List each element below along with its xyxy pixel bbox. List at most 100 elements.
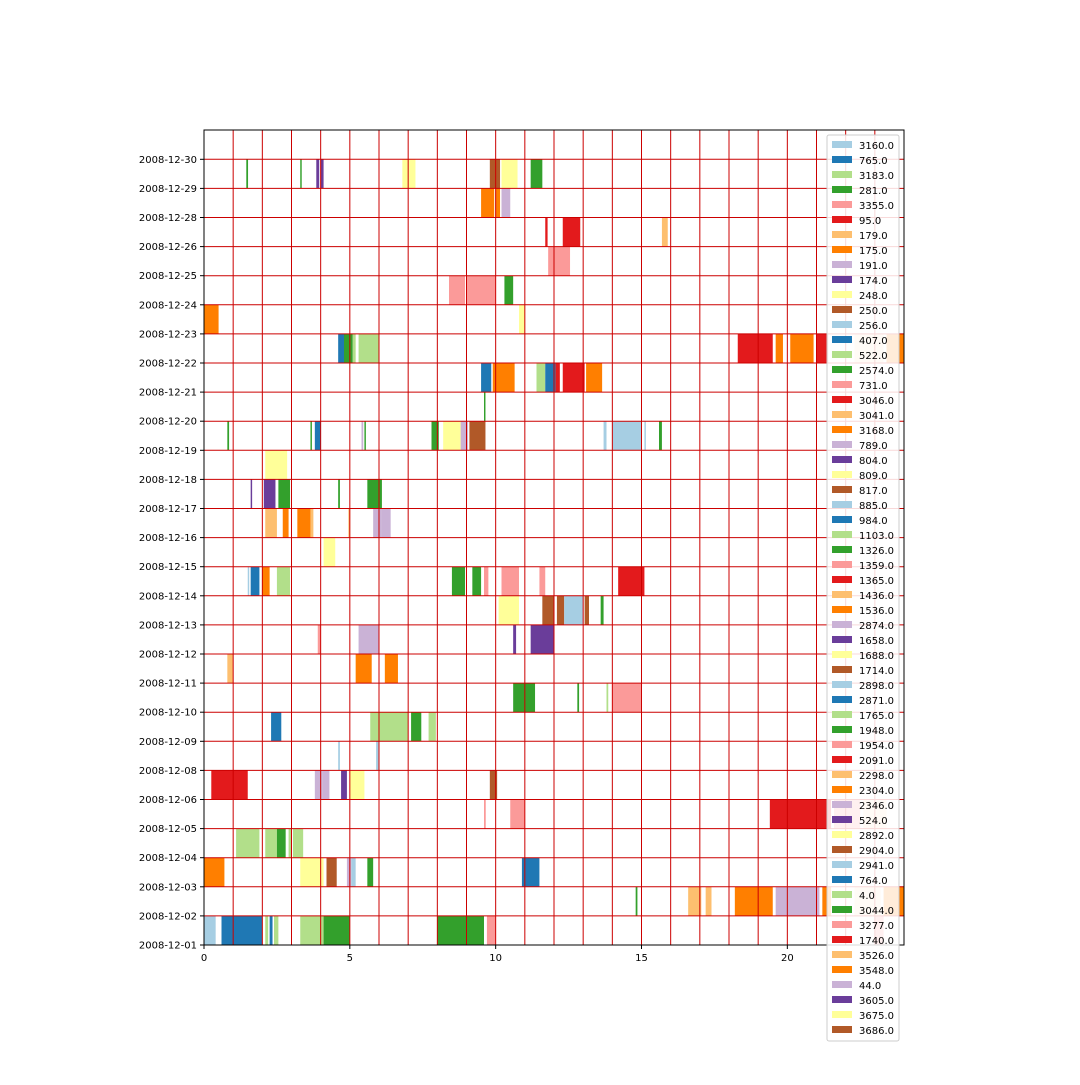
legend-swatch xyxy=(832,531,852,538)
bar-segment xyxy=(521,857,540,887)
legend-label: 3548.0 xyxy=(859,966,894,977)
bar-segment xyxy=(600,595,604,625)
bar-segment xyxy=(376,741,379,771)
legend-label: 250.0 xyxy=(859,306,888,317)
legend-swatch xyxy=(832,816,852,823)
legend-swatch xyxy=(832,381,852,388)
bar-segment xyxy=(338,333,344,363)
bar-segment xyxy=(542,595,554,625)
legend-swatch xyxy=(832,981,852,988)
bar-segment xyxy=(481,363,492,393)
bar-segment xyxy=(288,828,292,858)
bar-segment xyxy=(469,421,486,451)
legend-label: 765.0 xyxy=(859,156,888,167)
bar-segment xyxy=(661,217,668,247)
legend-swatch xyxy=(832,756,852,763)
legend-label: 2941.0 xyxy=(859,861,894,872)
bar-segment xyxy=(346,857,352,887)
bar-segment xyxy=(263,479,276,509)
legend-label: 3183.0 xyxy=(859,171,894,182)
bar-segment xyxy=(227,654,234,684)
bar-segment xyxy=(530,624,554,654)
bar-segment xyxy=(227,421,230,451)
legend-label: 3355.0 xyxy=(859,201,894,212)
bar-segment xyxy=(586,363,603,393)
legend-swatch xyxy=(832,711,852,718)
bar-segment xyxy=(466,275,496,305)
bar-segment xyxy=(323,915,350,945)
bar-segment xyxy=(373,508,382,538)
bar-segment xyxy=(211,770,248,800)
bar-segment xyxy=(316,159,320,189)
bar-segment xyxy=(341,770,347,800)
bar-segment xyxy=(358,333,379,363)
bar-segment xyxy=(484,799,486,829)
bar-segment xyxy=(536,363,546,393)
legend-label: 984.0 xyxy=(859,516,888,527)
legend-swatch xyxy=(832,306,852,313)
bar-segment xyxy=(539,566,546,596)
legend-swatch xyxy=(832,831,852,838)
legend-label: 2871.0 xyxy=(859,696,894,707)
legend-label: 95.0 xyxy=(859,216,881,227)
x-tick-label: 15 xyxy=(635,953,648,964)
legend: 3160.0 765.0 3183.0 281.0 3355.0 95.0 179.0 175… xyxy=(826,134,900,1042)
bar-segment xyxy=(510,799,525,829)
y-tick-label: 2008-12-22 xyxy=(139,359,197,370)
bar-segment xyxy=(495,188,501,218)
bar-segment xyxy=(246,159,249,189)
legend-label: 3526.0 xyxy=(859,951,894,962)
y-tick-label: 2008-12-28 xyxy=(139,213,197,224)
legend-swatch xyxy=(832,366,852,373)
bar-segment xyxy=(349,770,365,800)
legend-swatch xyxy=(832,636,852,643)
bar-segment xyxy=(519,304,525,334)
y-tick-label: 2008-12-15 xyxy=(139,562,197,573)
bar-segment xyxy=(292,828,304,858)
bar-segment xyxy=(659,421,662,451)
bar-segment xyxy=(314,421,321,451)
bar-segment xyxy=(364,421,366,451)
bar-segment xyxy=(276,828,286,858)
legend-label: 179.0 xyxy=(859,231,888,242)
legend-swatch xyxy=(832,861,852,868)
y-tick-label: 2008-12-12 xyxy=(139,650,197,661)
legend-label: 1714.0 xyxy=(859,666,894,677)
y-tick-label: 2008-12-17 xyxy=(139,504,197,515)
legend-swatch xyxy=(832,936,852,943)
bar-segment xyxy=(513,624,517,654)
bar-segment xyxy=(411,712,422,742)
bar-segment xyxy=(734,886,773,916)
y-tick-label: 2008-12-10 xyxy=(139,708,197,719)
bar-segment xyxy=(545,217,548,247)
bar-segment xyxy=(250,479,253,509)
legend-swatch xyxy=(832,216,852,223)
legend-swatch xyxy=(832,396,852,403)
y-tick-label: 2008-12-03 xyxy=(139,882,197,893)
bar-segment xyxy=(790,333,814,363)
bar-segment xyxy=(775,333,783,363)
bar-segment xyxy=(492,363,515,393)
bar-segment xyxy=(584,595,589,625)
legend-label: 2898.0 xyxy=(859,681,894,692)
legend-swatch xyxy=(832,846,852,853)
legend-swatch xyxy=(832,1026,852,1033)
bar-segment xyxy=(384,654,398,684)
legend-label: 1740.0 xyxy=(859,936,894,947)
bar-segment xyxy=(300,857,324,887)
legend-label: 1765.0 xyxy=(859,711,894,722)
bar-segment xyxy=(338,479,340,509)
bar-segment xyxy=(769,799,832,829)
legend-swatch xyxy=(832,171,852,178)
bar-segment xyxy=(501,188,511,218)
bar-segment xyxy=(437,915,484,945)
legend-label: 1658.0 xyxy=(859,636,894,647)
bar-segment xyxy=(300,159,302,189)
legend-swatch xyxy=(832,561,852,568)
bar-segment xyxy=(484,392,486,422)
legend-label: 407.0 xyxy=(859,336,888,347)
y-tick-label: 2008-12-20 xyxy=(139,417,197,428)
legend-swatch xyxy=(832,696,852,703)
legend-label: 2091.0 xyxy=(859,756,894,767)
y-tick-label: 2008-12-24 xyxy=(139,300,197,311)
